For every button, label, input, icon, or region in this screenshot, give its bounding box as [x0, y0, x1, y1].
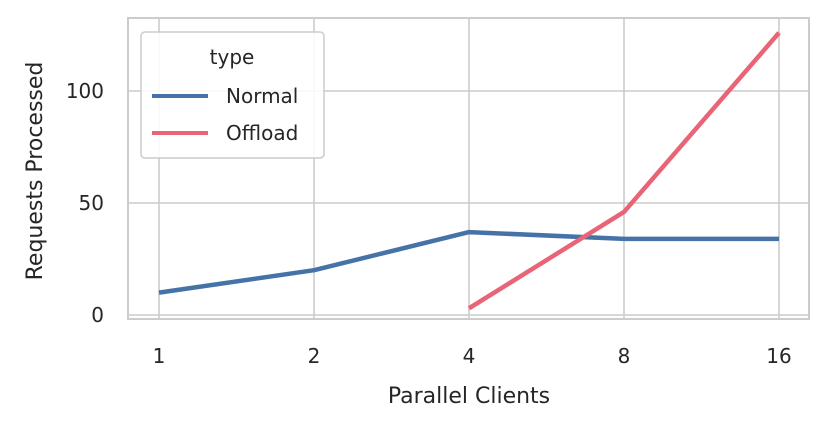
y-tick-label: 0: [91, 303, 104, 327]
x-tick-label: 16: [766, 344, 791, 368]
legend-box: [140, 31, 325, 159]
legend-label-offload: Offload: [226, 121, 298, 145]
x-axis-label: Parallel Clients: [388, 384, 550, 409]
legend: type Normal Offload: [140, 31, 325, 159]
y-tick-label: 50: [79, 191, 104, 215]
x-tick-label: 1: [153, 344, 166, 368]
series-lines: [158, 31, 781, 311]
series-line-normal: [158, 229, 779, 295]
y-tick-labels: 0 50 100: [66, 79, 104, 327]
plot-frame: [127, 17, 810, 320]
x-tick-labels: 1 2 4 8 16: [153, 344, 792, 368]
x-tick-label: 2: [308, 344, 321, 368]
y-axis-label: Requests Processed: [23, 62, 48, 281]
legend-label-normal: Normal: [226, 84, 298, 108]
x-tick-label: 8: [618, 344, 631, 368]
legend-title: type: [210, 45, 255, 69]
series-line-offload: [467, 31, 781, 311]
x-tick-label: 4: [463, 344, 476, 368]
y-tick-label: 100: [66, 79, 104, 103]
